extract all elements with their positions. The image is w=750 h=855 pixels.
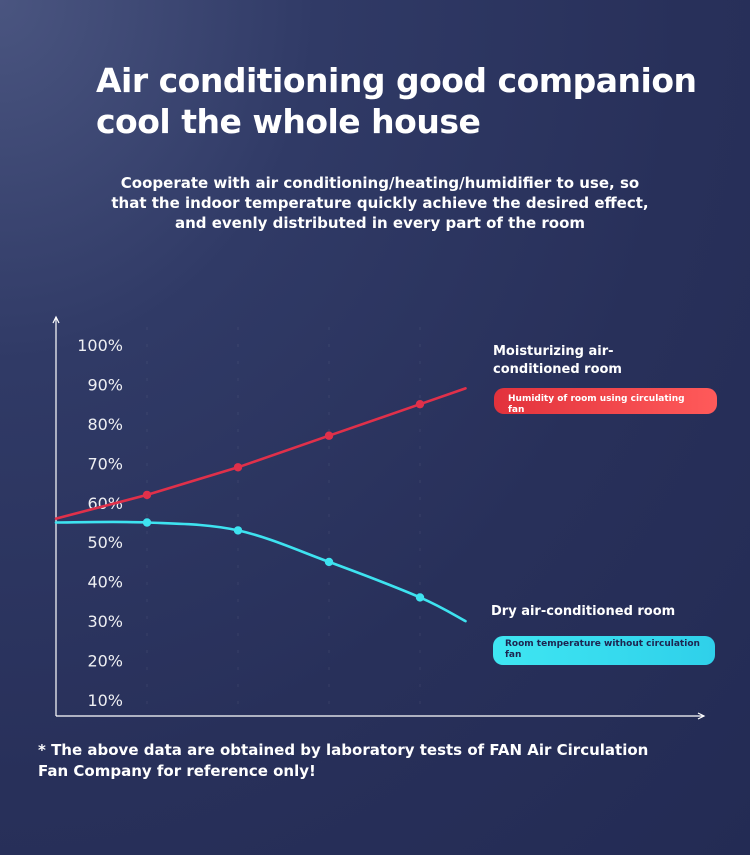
series-label-moisturizing: Moisturizing air-conditioned room — [493, 344, 622, 377]
data-point — [142, 490, 152, 500]
y-tick-label: 90% — [87, 375, 123, 394]
y-tick-label: 80% — [87, 415, 123, 434]
y-axis-arrow — [52, 315, 60, 324]
y-tick-label: 50% — [87, 533, 123, 552]
y-tick-label: 30% — [87, 612, 123, 631]
x-axis-arrow — [697, 712, 706, 720]
legend-pill-humidity: Humidity of room using circulating fan — [494, 388, 717, 415]
y-tick-label: 10% — [87, 691, 123, 710]
data-point — [324, 557, 334, 567]
data-point — [415, 399, 425, 409]
series-layer — [54, 387, 467, 623]
y-tick-label: 40% — [87, 573, 123, 592]
data-point — [142, 518, 152, 527]
data-point — [233, 526, 243, 535]
data-point — [233, 463, 243, 472]
axis-layer — [52, 315, 706, 720]
footnote: * The above data are obtained by laborat… — [38, 741, 649, 780]
grid-layer — [146, 327, 421, 716]
page-title: Air conditioning good companion cool the… — [96, 61, 697, 141]
series-line-moisturizing — [54, 387, 467, 520]
data-point — [415, 593, 425, 602]
legend-pill-temperature: Room temperature without circulation fan — [493, 636, 715, 665]
data-point — [324, 431, 334, 440]
series-label-dry: Dry air-conditioned room — [491, 604, 676, 619]
y-tick-label: 70% — [87, 454, 123, 473]
page-subtitle: Cooperate with air conditioning/heating/… — [111, 174, 649, 232]
y-tick-label: 20% — [87, 652, 123, 671]
y-tick-label: 100% — [77, 336, 123, 355]
tick-labels: 10%20%30%40%50%60%70%80%90%100% — [77, 336, 123, 710]
